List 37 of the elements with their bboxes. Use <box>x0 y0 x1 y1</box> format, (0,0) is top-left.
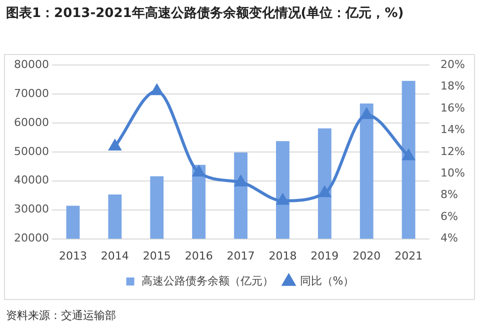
x-tick-label: 2020 <box>352 249 381 262</box>
point <box>318 186 331 198</box>
y2-tick-label: 8% <box>440 188 458 202</box>
y-tick-label: 60000 <box>14 116 49 129</box>
text: 资料来源：交通运输部 <box>6 308 116 323</box>
x-tick-label: 2019 <box>310 249 339 262</box>
point <box>402 150 414 160</box>
x-tick-label: 2013 <box>58 249 87 262</box>
point <box>192 166 205 177</box>
point <box>276 194 289 205</box>
y-tick-label: 80000 <box>14 58 49 71</box>
y-tick-label: 70000 <box>14 86 49 100</box>
y2-tick-label: 12% <box>440 144 466 158</box>
x-tick-label: 2016 <box>184 249 213 262</box>
y-tick-label: 40000 <box>14 174 49 187</box>
y2-tick-label: 18% <box>440 80 466 93</box>
x-tick-label: 2018 <box>268 249 297 262</box>
y2-tick-label: 20% <box>440 58 466 71</box>
point <box>360 108 372 119</box>
x-tick-label: 2021 <box>394 249 423 262</box>
y2-tick-label: 10% <box>440 166 466 180</box>
x-tick-label: 2015 <box>142 249 171 262</box>
point <box>151 84 163 96</box>
y2-tick-label: 6% <box>440 210 458 223</box>
legend-label: 同比（%） <box>300 274 354 288</box>
y-tick-label: 50000 <box>14 144 49 158</box>
legend-label: 高速公路债务余额（亿元） <box>141 274 274 288</box>
x-tick-label: 2014 <box>100 249 129 262</box>
point <box>109 140 121 150</box>
y2-tick-label: 16% <box>440 101 466 114</box>
chart-title: 图表1：2013-2021年高速公路债务余额变化情况(单位：亿元，%) <box>6 4 405 23</box>
y2-tick-label: 14% <box>440 123 466 136</box>
y-tick-label: 20000 <box>14 232 49 245</box>
point <box>234 176 247 186</box>
x-tick-label: 2017 <box>226 249 255 262</box>
y-tick-label: 30000 <box>14 202 49 216</box>
y2-tick-label: 4% <box>440 232 458 245</box>
